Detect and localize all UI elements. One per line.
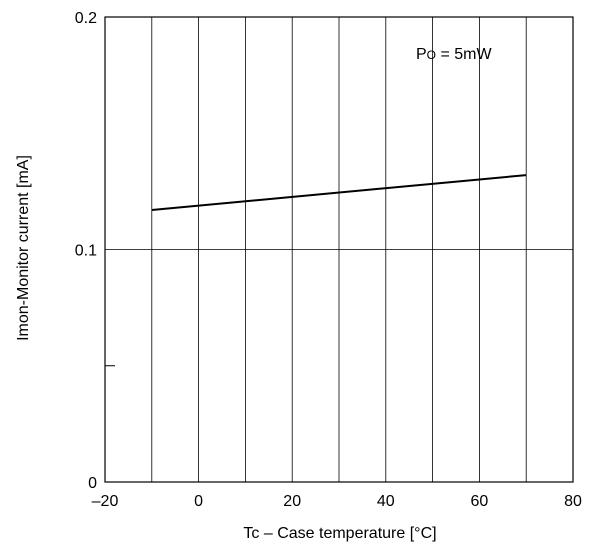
x-tick-label: 60 xyxy=(471,493,489,510)
grid-layer xyxy=(105,17,573,482)
power-annotation-main: P xyxy=(416,46,427,63)
plot-frame xyxy=(104,16,574,483)
y-tick-label: 0 xyxy=(88,475,97,492)
series-layer xyxy=(151,174,527,211)
x-tick-label: –20 xyxy=(92,493,119,510)
power-annotation-subscript: O xyxy=(427,48,436,62)
x-tick-label: 20 xyxy=(283,493,301,510)
y-tick-label: 0.1 xyxy=(75,243,97,260)
series-line xyxy=(151,174,527,211)
power-annotation: PO = 5mW xyxy=(416,46,492,63)
x-tick-labels: –20 0 20 40 60 80 xyxy=(92,493,582,510)
x-tick-label: 40 xyxy=(377,493,395,510)
x-tick-label: 80 xyxy=(564,493,582,510)
x-axis-title: Tc – Case temperature [°C] xyxy=(243,525,436,542)
y-tick-labels: 0 0.1 0.2 xyxy=(75,10,97,492)
y-tick-label: 0.2 xyxy=(75,10,97,27)
x-tick-label: 0 xyxy=(194,493,203,510)
power-annotation-rest: = 5mW xyxy=(436,46,492,63)
y-axis-title: Imon-Monitor current [mA] xyxy=(15,155,32,341)
